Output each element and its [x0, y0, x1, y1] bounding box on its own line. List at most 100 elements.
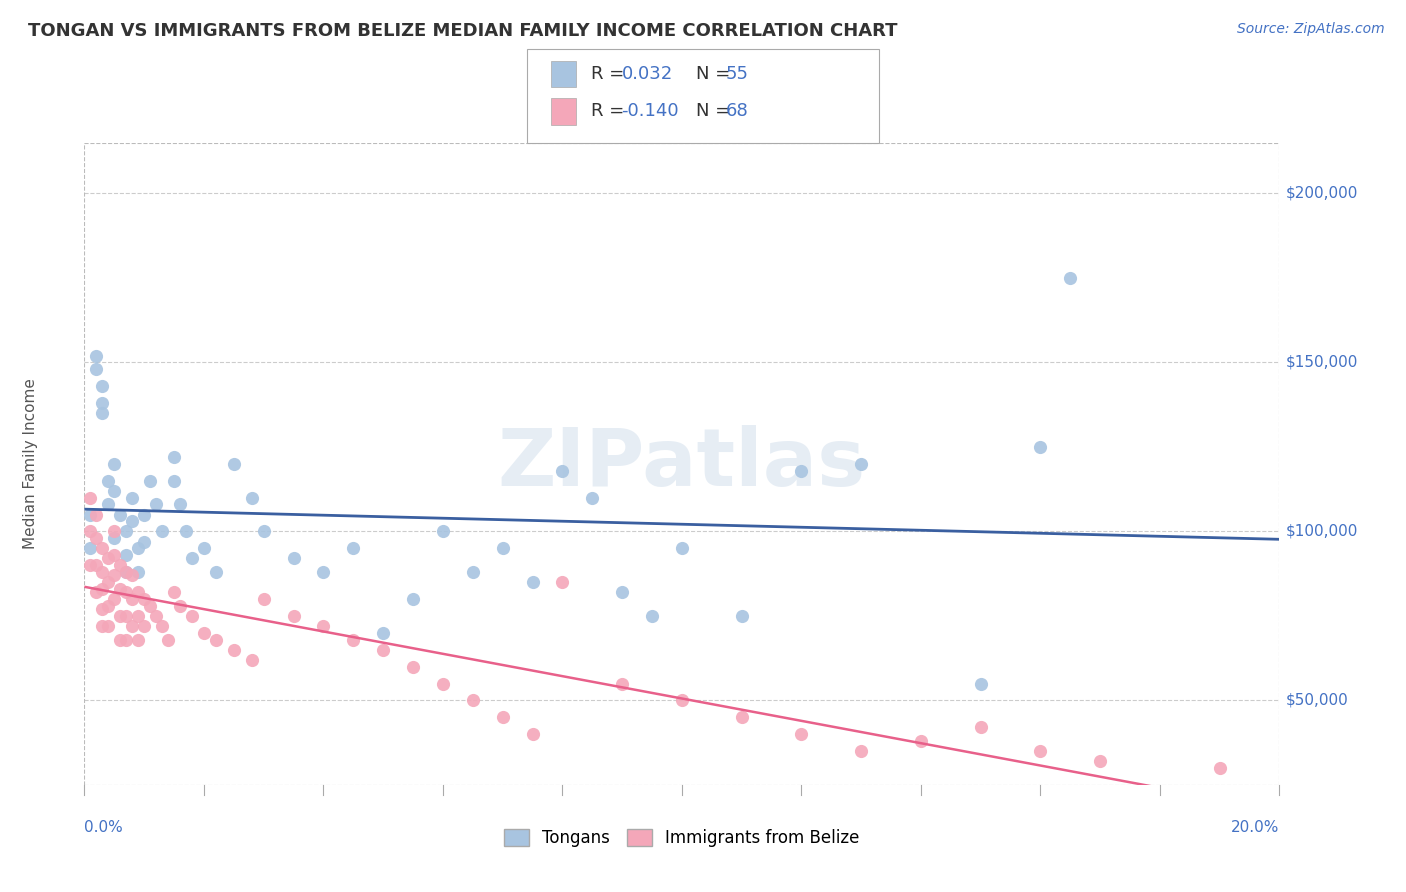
Text: N =: N = — [696, 65, 735, 83]
Point — [79, 541, 101, 556]
Point — [671, 541, 693, 556]
Point — [193, 541, 215, 556]
Point — [492, 710, 515, 724]
Point — [115, 565, 138, 579]
Point — [849, 457, 872, 471]
Point — [222, 642, 245, 657]
Point — [110, 508, 132, 522]
Point — [163, 474, 186, 488]
Point — [127, 585, 149, 599]
Point — [150, 619, 173, 633]
Point — [103, 524, 125, 539]
Point — [103, 548, 125, 562]
Point — [371, 642, 394, 657]
Point — [1029, 440, 1052, 454]
Point — [127, 565, 149, 579]
Point — [671, 693, 693, 707]
Point — [910, 734, 932, 748]
Text: $200,000: $200,000 — [1285, 186, 1358, 201]
Point — [312, 565, 335, 579]
Point — [551, 575, 574, 590]
Point — [97, 575, 120, 590]
Point — [79, 508, 101, 522]
Point — [97, 497, 120, 511]
Text: $100,000: $100,000 — [1285, 524, 1358, 539]
Point — [132, 508, 156, 522]
Point — [91, 406, 114, 420]
Point — [86, 362, 108, 376]
Text: R =: R = — [591, 103, 630, 120]
Point — [1029, 744, 1052, 758]
Text: N =: N = — [696, 103, 735, 120]
Text: ZIPatlas: ZIPatlas — [498, 425, 866, 503]
Text: Source: ZipAtlas.com: Source: ZipAtlas.com — [1237, 22, 1385, 37]
Point — [522, 727, 544, 741]
Point — [180, 551, 202, 566]
Point — [132, 592, 156, 607]
Point — [402, 659, 425, 673]
Point — [641, 609, 664, 624]
Text: 0.0%: 0.0% — [84, 821, 124, 835]
Point — [253, 592, 276, 607]
Point — [91, 582, 114, 596]
Point — [970, 721, 993, 735]
Point — [205, 565, 228, 579]
Point — [110, 558, 132, 573]
Point — [174, 524, 197, 539]
Point — [139, 474, 162, 488]
Text: 55: 55 — [725, 65, 748, 83]
Point — [145, 497, 167, 511]
Point — [432, 524, 454, 539]
Point — [115, 609, 138, 624]
Text: $50,000: $50,000 — [1285, 693, 1348, 708]
Point — [127, 609, 149, 624]
Point — [145, 609, 167, 624]
Point — [790, 464, 813, 478]
Point — [86, 558, 108, 573]
Point — [103, 568, 125, 582]
Text: 68: 68 — [725, 103, 748, 120]
Point — [180, 609, 202, 624]
Point — [115, 524, 138, 539]
Point — [115, 632, 138, 647]
Text: R =: R = — [591, 65, 630, 83]
Point — [79, 524, 101, 539]
Point — [97, 474, 120, 488]
Point — [551, 464, 574, 478]
Point — [86, 531, 108, 545]
Point — [731, 609, 754, 624]
Point — [121, 568, 143, 582]
Point — [132, 534, 156, 549]
Point — [522, 575, 544, 590]
Text: $150,000: $150,000 — [1285, 355, 1358, 370]
Point — [163, 585, 186, 599]
Point — [402, 592, 425, 607]
Point — [79, 491, 101, 505]
Point — [115, 565, 138, 579]
Point — [97, 551, 120, 566]
Point — [86, 585, 108, 599]
Point — [150, 524, 173, 539]
Point — [283, 551, 305, 566]
Point — [97, 619, 120, 633]
Point — [222, 457, 245, 471]
Point — [157, 632, 180, 647]
Text: -0.140: -0.140 — [621, 103, 679, 120]
Point — [121, 619, 143, 633]
Point — [110, 582, 132, 596]
Point — [110, 609, 132, 624]
Point — [103, 457, 125, 471]
Point — [121, 491, 143, 505]
Point — [110, 632, 132, 647]
Legend: Tongans, Immigrants from Belize: Tongans, Immigrants from Belize — [498, 822, 866, 854]
Point — [115, 548, 138, 562]
Point — [103, 531, 125, 545]
Point — [169, 599, 191, 613]
Point — [115, 585, 138, 599]
Point — [492, 541, 515, 556]
Point — [91, 541, 114, 556]
Point — [86, 508, 108, 522]
Point — [1088, 754, 1111, 768]
Point — [432, 676, 454, 690]
Point — [253, 524, 276, 539]
